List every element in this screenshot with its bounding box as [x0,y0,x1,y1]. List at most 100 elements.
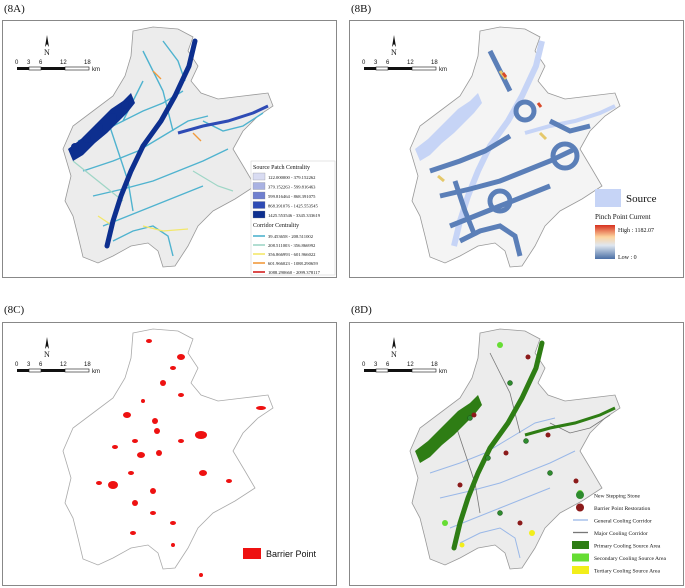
panel-label-8d: (8D) [351,304,372,316]
svg-text:N: N [391,48,397,57]
svg-text:0: 0 [362,60,366,66]
barrier-swatch [243,548,261,559]
map-8a: N 0 3 6 12 18 km [15,26,336,276]
source-centrality-swatch [252,172,266,181]
svg-text:18: 18 [84,60,91,66]
svg-text:3: 3 [374,60,378,66]
corridor-network [77,40,264,257]
svg-text:0: 0 [15,60,19,66]
svg-text:N: N [391,350,397,359]
svg-text:18: 18 [431,60,438,66]
legend-d-label: Secondary Cooling Source Area [594,556,666,562]
barrier-restoration-points [457,354,579,526]
corridor-centrality-label: 39.453658 - 208.511002 [268,234,314,239]
source-centrality-swatch [252,201,266,209]
river-source-patch [104,38,198,249]
north-arrow: N [44,337,50,359]
legend-8b: Source Pinch Point Current High : 1182.0… [595,189,657,261]
svg-text:High : 1182.07: High : 1182.07 [618,228,654,234]
barrier-points [96,339,266,577]
legend-d-label: New Stepping Stone [594,494,641,500]
legend-box-swatch [572,566,589,574]
source-centrality-label: 122.000000 - 379.152262 [268,175,316,180]
source-patch [415,93,482,161]
source-swatch [595,189,621,207]
legend-d-label: General Cooling Corridor [594,519,652,525]
current-color-ramp [595,225,615,259]
legend-8c: Barrier Point [243,548,317,559]
corridor-centrality-label: 356.866993 - 601.966022 [268,252,316,257]
scale-bar: 0 3 6 12 18 km [15,362,100,375]
svg-text:km: km [92,67,100,73]
corridor-centrality-label: 208.511003 - 356.866992 [268,243,316,248]
north-arrow: N [391,35,397,57]
svg-text:km: km [92,369,100,375]
map-8c: N 0 3 6 12 18 km Barrier Point [15,328,317,577]
svg-text:Barrier Point: Barrier Point [266,549,317,559]
svg-text:km: km [439,369,447,375]
study-area-boundary [409,328,621,570]
svg-text:Pinch Point Current: Pinch Point Current [595,213,651,221]
legend-d-label: Major Cooling Corridor [594,531,648,537]
panel-label-8b: (8B) [351,3,372,15]
svg-text:6: 6 [386,362,390,368]
corridor-centrality-label: 1088.290660 - 2099.378117 [268,270,321,275]
legend-8a: Source Patch Centrality 122.000000 - 379… [250,160,336,276]
svg-text:Source: Source [626,193,657,205]
legend-dot-swatch [576,503,584,512]
legend-d-label: Barrier Point Restoration [594,506,650,512]
svg-text:Source Patch Centrality: Source Patch Centrality [253,165,310,171]
svg-text:3: 3 [374,362,378,368]
map-8b: N 0 3 6 12 18 km Source Pinch Point Curr… [362,26,657,268]
svg-text:18: 18 [431,362,438,368]
legend-box-swatch [572,541,589,549]
svg-text:0: 0 [362,362,366,368]
svg-text:km: km [439,67,447,73]
panel-label-8c: (8C) [4,304,25,316]
north-arrow: N [391,337,397,359]
source-centrality-swatch [252,210,266,219]
svg-text:6: 6 [386,60,390,66]
svg-text:N: N [44,350,50,359]
source-centrality-swatch [252,191,266,200]
primary-source-area [415,395,482,463]
svg-text:3: 3 [27,60,31,66]
panel-8b: N 0 3 6 12 18 km Source Pinch Point Curr… [349,20,684,278]
svg-text:12: 12 [407,60,414,66]
svg-text:0: 0 [15,362,19,368]
svg-text:12: 12 [60,60,67,66]
svg-text:Corridor Centrality: Corridor Centrality [253,223,299,229]
source-centrality-label: 1425.553546 - 3345.333619 [268,213,321,218]
legend-box-swatch [572,553,589,562]
scale-bar: 0 3 6 12 18 km [15,60,100,73]
panel-label-8a: (8A) [4,3,25,15]
map-8d: N 0 3 6 12 18 km New Stepping Stone Barri… [362,328,666,575]
legend-8d: New Stepping Stone Barrier Point Restorat… [572,491,666,575]
svg-text:12: 12 [407,362,414,368]
svg-text:3: 3 [27,362,31,368]
new-stepping-stones [467,380,553,516]
source-centrality-label: 599.816464 - 868.391075 [268,194,316,199]
panel-8a: N 0 3 6 12 18 km [2,20,337,278]
svg-text:12: 12 [60,362,67,368]
svg-text:Low : 0: Low : 0 [618,255,637,261]
scale-bar: 0 3 6 12 18 km [362,60,447,73]
source-centrality-swatch [252,182,266,190]
legend-d-label: Primary Cooling Source Area [594,544,661,550]
svg-text:N: N [44,48,50,57]
general-corridors [429,417,576,559]
source-centrality-label: 379.152263 - 599.816463 [268,185,316,190]
mountain-source-patches [68,93,135,161]
major-corridors [454,352,611,514]
svg-text:6: 6 [39,60,43,66]
panel-8d: N 0 3 6 12 18 km New Stepping Stone Barri… [349,322,684,586]
study-area-boundary [62,328,274,570]
pinch-current-corridors [429,49,591,257]
scale-bar: 0 3 6 12 18 km [362,362,447,375]
legend-dot-swatch [576,491,584,499]
source-centrality-label: 868.391076 - 1425.553545 [268,204,318,209]
svg-text:18: 18 [84,362,91,368]
svg-text:6: 6 [39,362,43,368]
north-arrow: N [44,35,50,57]
corridor-centrality-label: 601.966023 - 1088.290659 [268,261,318,266]
